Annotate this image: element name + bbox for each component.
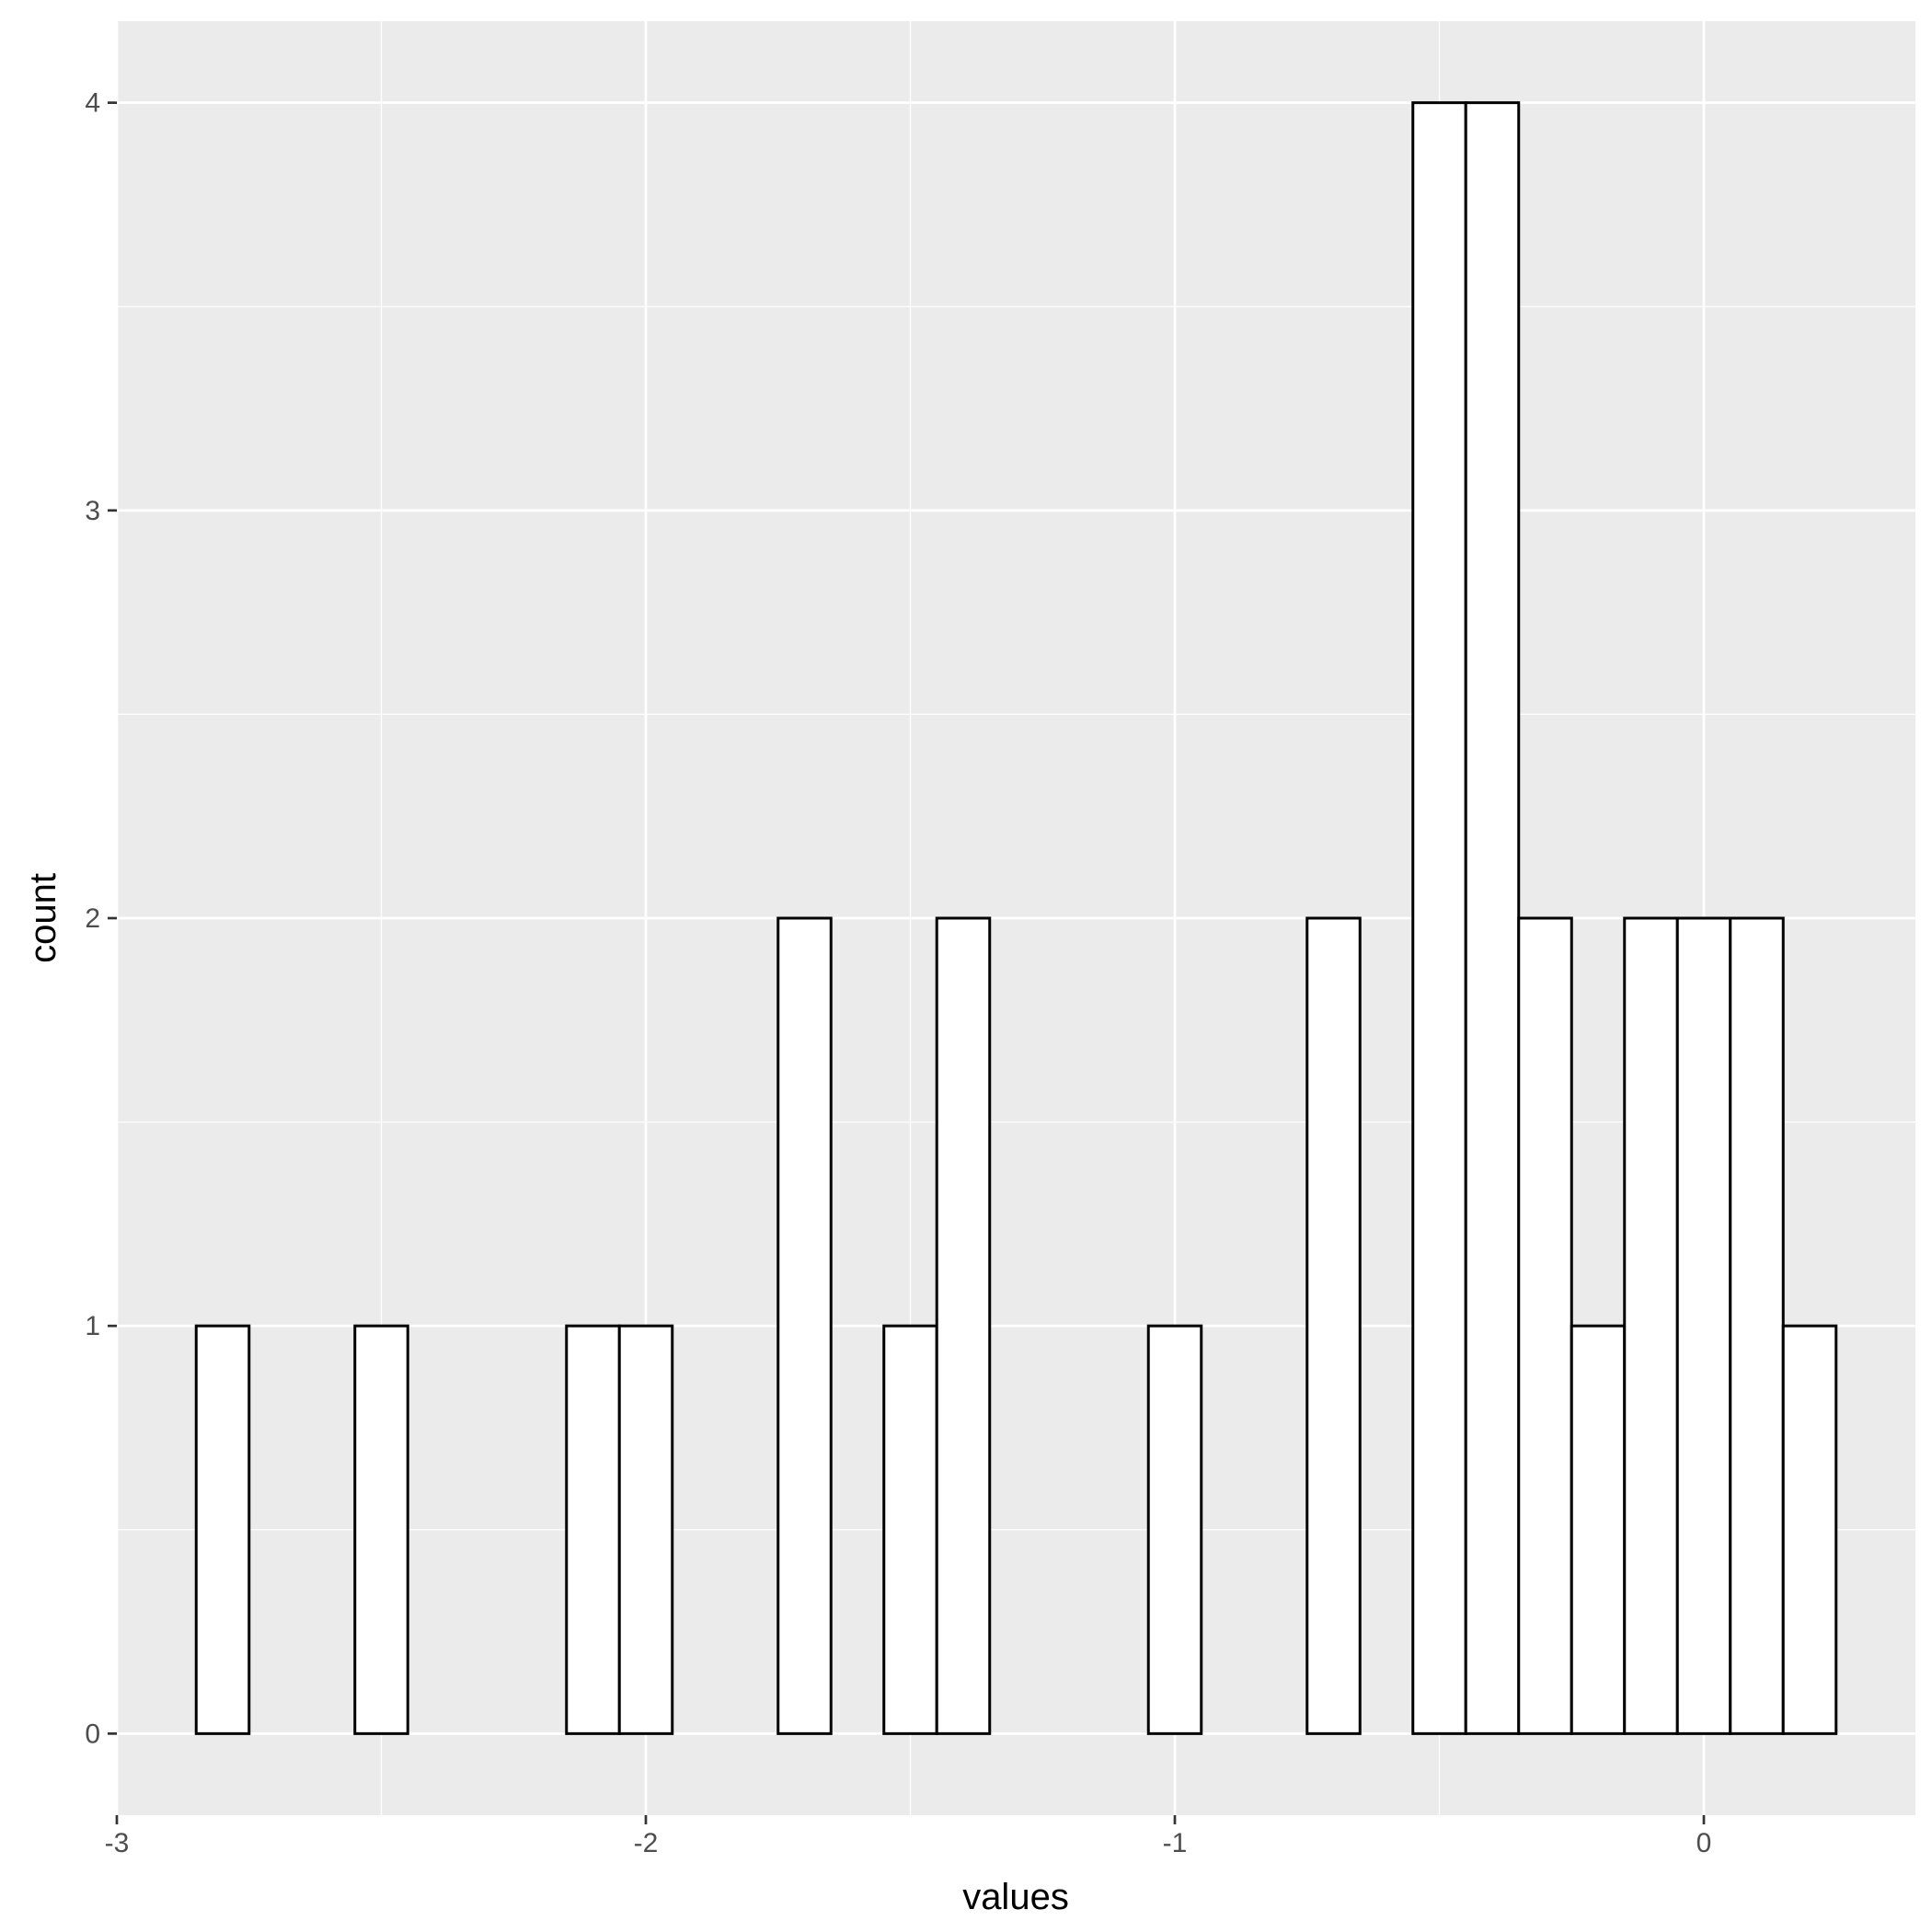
x-axis: -3 -2 -1 0 xyxy=(105,1815,1712,1858)
histogram-bar xyxy=(1781,1324,1838,1735)
x-tick-label: -3 xyxy=(105,1828,130,1858)
y-tick-label: 3 xyxy=(85,496,100,526)
histogram-bar xyxy=(617,1324,674,1735)
histogram-bar xyxy=(935,916,992,1735)
histogram-bar xyxy=(1729,916,1785,1735)
histogram-bar xyxy=(1675,916,1732,1735)
histogram-bar xyxy=(565,1324,621,1735)
histogram-bar xyxy=(776,916,833,1735)
y-tick-label: 1 xyxy=(85,1311,100,1341)
histogram-bar xyxy=(1623,916,1679,1735)
y-axis: 0 1 2 3 4 xyxy=(85,88,117,1749)
y-axis-title: count xyxy=(23,873,63,963)
x-tick-label: 0 xyxy=(1696,1828,1712,1858)
histogram-bar xyxy=(1517,916,1573,1735)
histogram-bars xyxy=(194,101,1838,1735)
y-tick-label: 2 xyxy=(85,903,100,934)
histogram-bar xyxy=(1305,916,1362,1735)
x-axis-title: values xyxy=(962,1877,1069,1917)
histogram-bar xyxy=(1411,101,1467,1735)
histogram-bar xyxy=(882,1324,938,1735)
histogram-bar xyxy=(194,1324,251,1735)
histogram-bar xyxy=(1570,1324,1627,1735)
histogram-bar xyxy=(1464,101,1521,1735)
histogram-bar xyxy=(1146,1324,1203,1735)
y-tick-label: 0 xyxy=(85,1719,100,1749)
x-tick-label: -2 xyxy=(634,1828,659,1858)
x-tick-label: -1 xyxy=(1163,1828,1188,1858)
histogram-bar xyxy=(353,1324,409,1735)
y-tick-label: 4 xyxy=(85,88,100,119)
